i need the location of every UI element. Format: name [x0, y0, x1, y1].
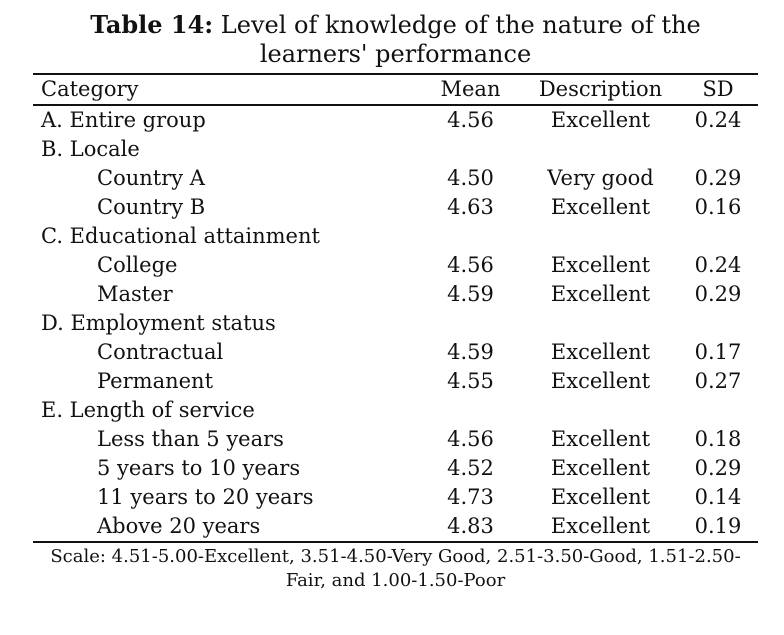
table-row: Permanent 4.55 Excellent 0.27	[33, 367, 758, 396]
header-row: Category Mean Description SD	[33, 73, 758, 106]
category-cell: 5 years to 10 years	[97, 456, 301, 480]
description-cell: Very good	[547, 166, 654, 190]
category-cell: E. Length of service	[41, 398, 255, 422]
table-row: 11 years to 20 years 4.73 Excellent 0.14	[33, 483, 758, 512]
category-cell: 11 years to 20 years	[97, 485, 314, 509]
mean-cell: 4.59	[447, 282, 494, 306]
description-cell: Excellent	[550, 282, 651, 306]
column-header-mean: Mean	[418, 73, 523, 106]
description-cell: Excellent	[550, 340, 651, 364]
scale-note: Scale: 4.51-5.00-Excellent, 3.51-4.50-Ve…	[50, 546, 741, 591]
table-row: E. Length of service	[33, 396, 758, 425]
table-row: C. Educational attainment	[33, 222, 758, 251]
sd-cell	[678, 309, 758, 338]
mean-cell: 4.55	[447, 369, 494, 393]
category-cell: College	[97, 253, 178, 277]
mean-cell: 4.50	[447, 166, 494, 190]
mean-cell: 4.59	[447, 340, 494, 364]
category-cell: Contractual	[97, 340, 224, 364]
mean-cell	[418, 222, 523, 251]
table-row: Country B 4.63 Excellent 0.16	[33, 193, 758, 222]
sd-cell: 0.24	[694, 108, 742, 132]
category-cell: Less than 5 years	[97, 427, 284, 451]
category-cell: Country B	[97, 195, 206, 219]
category-cell: D. Employment status	[41, 311, 276, 335]
sd-cell: 0.18	[694, 427, 742, 451]
mean-cell: 4.56	[447, 108, 494, 132]
mean-cell: 4.56	[447, 253, 494, 277]
description-cell: Excellent	[550, 253, 651, 277]
description-cell: Excellent	[550, 195, 651, 219]
category-cell: Above 20 years	[33, 512, 418, 543]
sd-cell: 0.19	[678, 512, 758, 543]
mean-cell	[418, 309, 523, 338]
category-cell: B. Locale	[41, 137, 140, 161]
table-row: College 4.56 Excellent 0.24	[33, 251, 758, 280]
table-row: 5 years to 10 years 4.52 Excellent 0.29	[33, 454, 758, 483]
column-header-sd: SD	[678, 73, 758, 106]
results-table: Category Mean Description SD A. Entire g…	[33, 73, 758, 543]
sd-cell: 0.29	[694, 282, 742, 306]
table-caption: Table 14: Level of knowledge of the natu…	[33, 10, 758, 69]
table-row: Less than 5 years 4.56 Excellent 0.18	[33, 425, 758, 454]
sd-cell: 0.24	[694, 253, 742, 277]
sd-cell: 0.17	[694, 340, 742, 364]
description-cell: Excellent	[550, 108, 651, 132]
category-cell: Master	[97, 282, 173, 306]
category-cell: A. Entire group	[41, 108, 206, 132]
sd-cell: 0.29	[694, 456, 742, 480]
table-row: A. Entire group 4.56 Excellent 0.24	[33, 105, 758, 135]
sd-cell: 0.27	[694, 369, 742, 393]
sd-cell: 0.29	[694, 166, 742, 190]
mean-cell: 4.73	[447, 485, 494, 509]
column-header-description: Description	[523, 73, 678, 106]
description-cell	[523, 222, 678, 251]
category-cell: C. Educational attainment	[41, 224, 320, 248]
category-cell: Country A	[97, 166, 205, 190]
description-cell: Excellent	[550, 369, 651, 393]
mean-cell: 4.52	[447, 456, 494, 480]
sd-cell: 0.14	[694, 485, 742, 509]
sd-cell: 0.16	[694, 195, 742, 219]
table-title: Level of knowledge of the nature of the …	[220, 11, 701, 68]
description-cell: Excellent	[523, 512, 678, 543]
table-row: Master 4.59 Excellent 0.29	[33, 280, 758, 309]
sd-cell	[678, 222, 758, 251]
description-cell	[523, 309, 678, 338]
mean-cell: 4.63	[447, 195, 494, 219]
table-row: Contractual 4.59 Excellent 0.17	[33, 338, 758, 367]
mean-cell: 4.83	[418, 512, 523, 543]
table-body: A. Entire group 4.56 Excellent 0.24 B. Local…	[33, 105, 758, 543]
table-number: Table 14:	[90, 10, 214, 39]
table-row: D. Employment status	[33, 309, 758, 338]
description-cell	[523, 396, 678, 425]
table-row: Country A 4.50 Very good 0.29	[33, 164, 758, 193]
table-row: B. Locale	[33, 135, 758, 164]
description-cell: Excellent	[550, 427, 651, 451]
description-cell: Excellent	[550, 456, 651, 480]
description-cell	[523, 135, 678, 164]
mean-cell	[418, 135, 523, 164]
table-figure: Table 14: Level of knowledge of the natu…	[33, 10, 758, 593]
sd-cell	[678, 396, 758, 425]
sd-cell	[678, 135, 758, 164]
mean-cell: 4.56	[447, 427, 494, 451]
description-cell: Excellent	[550, 485, 651, 509]
column-header-category: Category	[33, 73, 418, 106]
table-row: Above 20 years 4.83 Excellent 0.19	[33, 512, 758, 543]
mean-cell	[418, 396, 523, 425]
category-cell: Permanent	[97, 369, 214, 393]
